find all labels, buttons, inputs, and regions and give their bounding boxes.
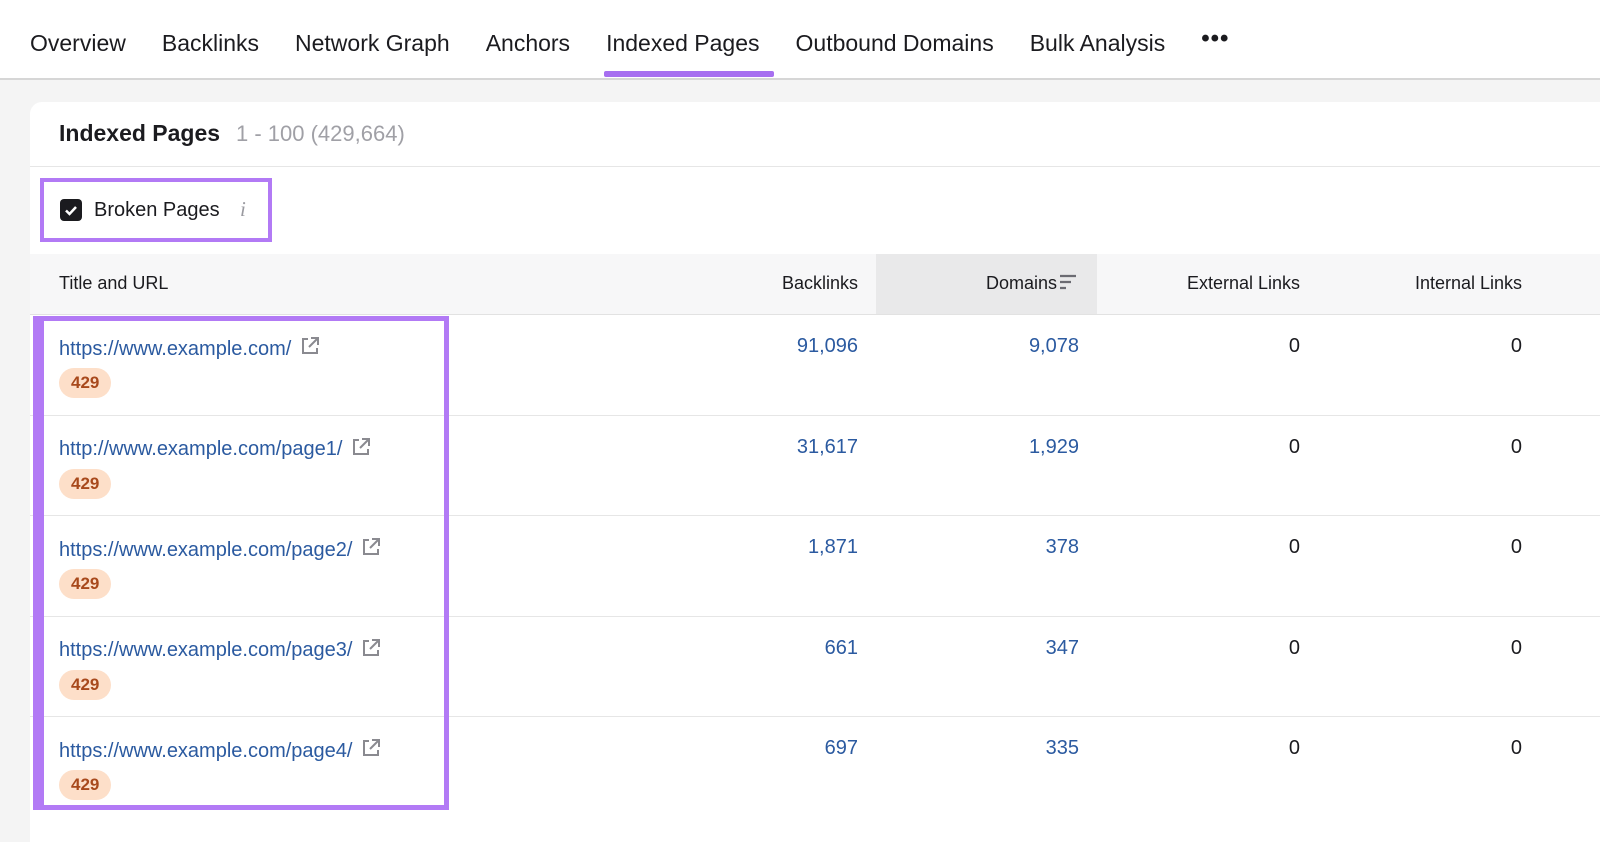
tab[interactable]: Overview [30,30,126,56]
external-link-icon[interactable] [360,637,382,665]
cell-internal-links: 0 [1510,435,1522,458]
more-button[interactable]: ••• [1201,25,1230,52]
highlight-box [33,316,449,810]
cell-domains[interactable]: 378 [1045,536,1079,558]
cell-internal-links: 0 [1510,536,1522,558]
url-text[interactable]: http://www.example.com/page1/ [59,438,343,460]
cell-internal-links: 0 [1510,335,1522,357]
url-text[interactable]: https://www.example.com/page4/ [59,739,353,762]
url-link[interactable]: http://www.example.com/page1/ [59,436,372,464]
tab[interactable]: Backlinks [161,30,260,56]
url-link[interactable]: https://www.example.com/page3/ [59,637,382,665]
cell-backlinks[interactable]: 91,096 [796,335,858,357]
column-header[interactable]: Title and URL [59,273,169,293]
panel-range: 1 - 100 (429,664) [236,121,405,146]
url-link[interactable]: https://www.example.com/page2/ [59,536,382,564]
status-badge: 429 [59,468,112,499]
column-header[interactable]: External Links [1186,273,1300,293]
tab[interactable]: Indexed Pages [604,30,775,77]
row-separator [30,716,1600,717]
cell-internal-links: 0 [1510,636,1522,659]
status-badge: 429 [59,770,112,800]
row-separator [30,615,1600,617]
url-text[interactable]: https://www.example.com/page3/ [59,639,353,661]
status-badge: 429 [59,368,112,398]
external-link-icon[interactable] [350,436,372,464]
cell-domains[interactable]: 9,078 [1028,335,1079,357]
checkbox[interactable] [60,199,82,221]
cell-domains[interactable]: 347 [1045,636,1079,659]
cell-backlinks[interactable]: 31,617 [796,435,858,458]
highlight-box [40,178,272,242]
tabs: Overview Backlinks Network Graph Anchors Ind… [30,25,1230,77]
tab-bar [0,0,1600,80]
cell-backlinks[interactable]: 697 [824,737,858,759]
url-text[interactable]: https://www.example.com/page2/ [59,538,353,561]
cell-external-links: 0 [1288,636,1300,659]
external-link-icon[interactable] [360,536,382,564]
tab[interactable]: Bulk Analysis [1029,30,1166,56]
external-link-icon[interactable] [360,737,382,765]
tab[interactable]: Network Graph [295,30,450,56]
sorted-column [876,254,1097,314]
cell-domains[interactable]: 335 [1045,737,1079,759]
cell-external-links: 0 [1288,536,1300,558]
separator [30,166,1600,167]
tab[interactable]: Anchors [485,30,571,56]
tab[interactable]: Outbound Domains [795,30,994,56]
column-header[interactable]: Domains [985,273,1057,293]
panel [30,102,1600,842]
cell-external-links: 0 [1288,335,1300,357]
cell-domains[interactable]: 1,929 [1028,435,1079,458]
row-separator [30,414,1600,416]
cell-backlinks[interactable]: 1,871 [807,536,858,558]
cell-external-links: 0 [1288,435,1300,458]
cell-internal-links: 0 [1510,737,1522,759]
row-separator [30,515,1600,516]
column-header[interactable]: Internal Links [1414,273,1522,293]
info-icon[interactable]: i [240,197,246,221]
url-link[interactable]: https://www.example.com/ [59,335,321,363]
sort-icon[interactable] [1059,274,1077,290]
column-header[interactable]: Backlinks [781,273,858,293]
checkbox-label[interactable]: Broken Pages [94,199,220,221]
status-badge: 429 [59,569,112,599]
table-header [30,254,1600,315]
panel-title: Indexed Pages [59,120,221,146]
url-link[interactable]: https://www.example.com/page4/ [59,737,382,765]
external-link-icon[interactable] [299,335,321,363]
status-badge: 429 [59,669,112,700]
cell-external-links: 0 [1288,737,1300,759]
url-text[interactable]: https://www.example.com/ [59,337,292,360]
cell-backlinks[interactable]: 661 [824,636,858,659]
